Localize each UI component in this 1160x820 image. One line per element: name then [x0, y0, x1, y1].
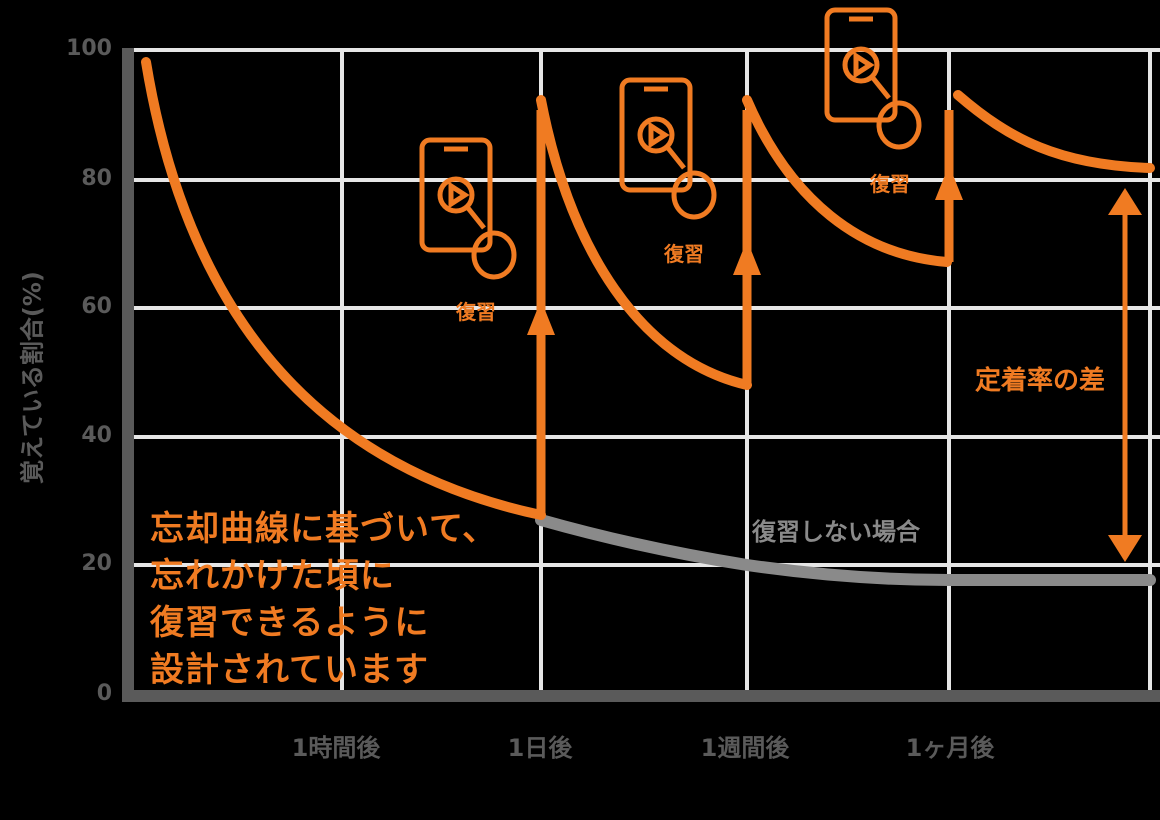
y-tick: 80	[81, 166, 112, 191]
note-line: 忘れかけた頃に	[150, 556, 395, 596]
retention-diff-label: 定着率の差	[975, 366, 1106, 396]
phone-tap-icon	[419, 137, 517, 280]
y-tick: 20	[81, 551, 112, 576]
x-tick: 1ヶ月後	[905, 734, 995, 762]
review-curve	[141, 57, 1155, 520]
y-tick: 0	[96, 681, 112, 706]
review-arrows	[527, 110, 963, 515]
y-tick: 100	[66, 36, 112, 61]
phone-tap-icon	[619, 77, 717, 220]
phone-tap-icon	[824, 7, 922, 150]
x-axis	[122, 690, 1160, 702]
x-tick: 1日後	[507, 734, 573, 762]
y-tick: 40	[81, 423, 112, 448]
retention-diff-arrow	[1108, 188, 1142, 562]
review-label: 復習	[456, 300, 496, 324]
gridlines	[130, 48, 1160, 695]
y-axis	[122, 48, 134, 702]
y-axis-label: 覚えている割合(%)	[18, 271, 47, 484]
no-review-label: 復習しない場合	[752, 518, 920, 546]
note-line: 設計されています	[150, 650, 429, 690]
x-tick: 1週間後	[700, 734, 790, 762]
x-tick: 1時間後	[291, 734, 381, 762]
no-review-curve	[535, 514, 1156, 586]
note-line: 忘却曲線に基づいて、	[150, 509, 498, 549]
review-label: 復習	[870, 172, 910, 196]
y-tick: 60	[81, 294, 112, 319]
note-line: 復習できるように	[150, 603, 430, 643]
forgetting-curve-note: 忘却曲線に基づいて、 忘れかけた頃に 復習できるように 設計されています	[150, 506, 497, 694]
review-label: 復習	[664, 242, 704, 266]
